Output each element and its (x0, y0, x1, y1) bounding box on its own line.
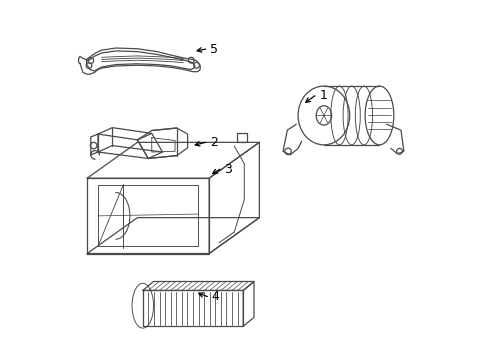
Text: 1: 1 (319, 89, 327, 102)
Text: 3: 3 (224, 163, 232, 176)
Text: 4: 4 (212, 290, 220, 303)
Text: 2: 2 (210, 136, 218, 149)
Text: 5: 5 (210, 42, 218, 55)
